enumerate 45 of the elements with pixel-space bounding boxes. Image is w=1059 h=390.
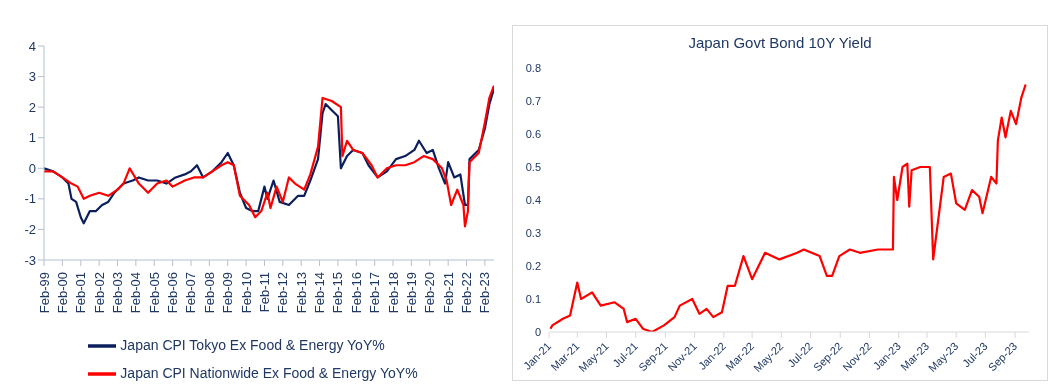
y-tick-label: 0.1 bbox=[525, 292, 541, 305]
y-tick-label: 0.6 bbox=[525, 127, 541, 140]
x-tick-label: Feb-09 bbox=[220, 272, 236, 314]
x-tick-label: Feb-19 bbox=[403, 272, 419, 314]
x-tick-label: Feb-20 bbox=[422, 272, 438, 314]
x-tick-label: Feb-99 bbox=[36, 272, 52, 314]
x-tick-label: Feb-14 bbox=[312, 272, 328, 314]
y-tick-label: 0 bbox=[534, 325, 541, 338]
y-tick-label: 3 bbox=[28, 69, 36, 85]
x-tick-label: Feb-05 bbox=[146, 272, 162, 314]
x-tick-label: Feb-03 bbox=[109, 272, 125, 314]
x-tick-label: Feb-01 bbox=[73, 272, 89, 314]
x-tick-label: Feb-17 bbox=[367, 272, 383, 314]
x-tick-label: Feb-02 bbox=[91, 272, 107, 314]
x-tick-label: Feb-21 bbox=[440, 272, 456, 314]
y-tick-label: 0.5 bbox=[525, 160, 541, 173]
y-tick-label: 2 bbox=[28, 99, 36, 115]
x-tick-label: Feb-08 bbox=[201, 272, 217, 314]
legend-label: Japan CPI Nationwide Ex Food & Energy YoY% bbox=[120, 364, 418, 381]
x-tick-label: Feb-11 bbox=[256, 272, 272, 313]
chart-title: Japan Govt Bond 10Y Yield bbox=[687, 33, 873, 53]
x-tick-label: Feb-04 bbox=[128, 272, 144, 314]
y-tick-label: 0 bbox=[28, 160, 36, 176]
x-tick-label: Feb-00 bbox=[54, 272, 70, 314]
y-tick-label: 0.4 bbox=[525, 193, 541, 206]
y-tick-label: 0.2 bbox=[525, 259, 541, 272]
y-tick-label: 0.3 bbox=[525, 226, 541, 239]
y-tick-label: 0.8 bbox=[525, 61, 541, 74]
x-tick-label: Feb-16 bbox=[348, 272, 364, 314]
x-tick-label: Feb-15 bbox=[330, 272, 346, 314]
x-tick-label: Feb-23 bbox=[477, 272, 493, 314]
y-tick-label: -3 bbox=[24, 252, 36, 268]
x-tick-label: Feb-18 bbox=[385, 272, 401, 314]
legend-label: Japan CPI Tokyo Ex Food & Energy YoY% bbox=[120, 336, 385, 353]
y-tick-label: 0.7 bbox=[525, 94, 541, 107]
x-tick-label: Feb-13 bbox=[293, 272, 309, 314]
y-tick-label: -1 bbox=[24, 191, 36, 207]
x-tick-label: Feb-06 bbox=[165, 272, 181, 314]
x-tick-label: Feb-12 bbox=[275, 272, 291, 314]
y-tick-label: 4 bbox=[28, 38, 36, 54]
y-tick-label: 1 bbox=[28, 130, 36, 146]
y-tick-label: -2 bbox=[24, 222, 36, 238]
x-tick-label: Feb-07 bbox=[183, 272, 199, 314]
x-tick-label: Feb-22 bbox=[459, 272, 475, 314]
x-tick-label: Feb-10 bbox=[238, 272, 254, 314]
